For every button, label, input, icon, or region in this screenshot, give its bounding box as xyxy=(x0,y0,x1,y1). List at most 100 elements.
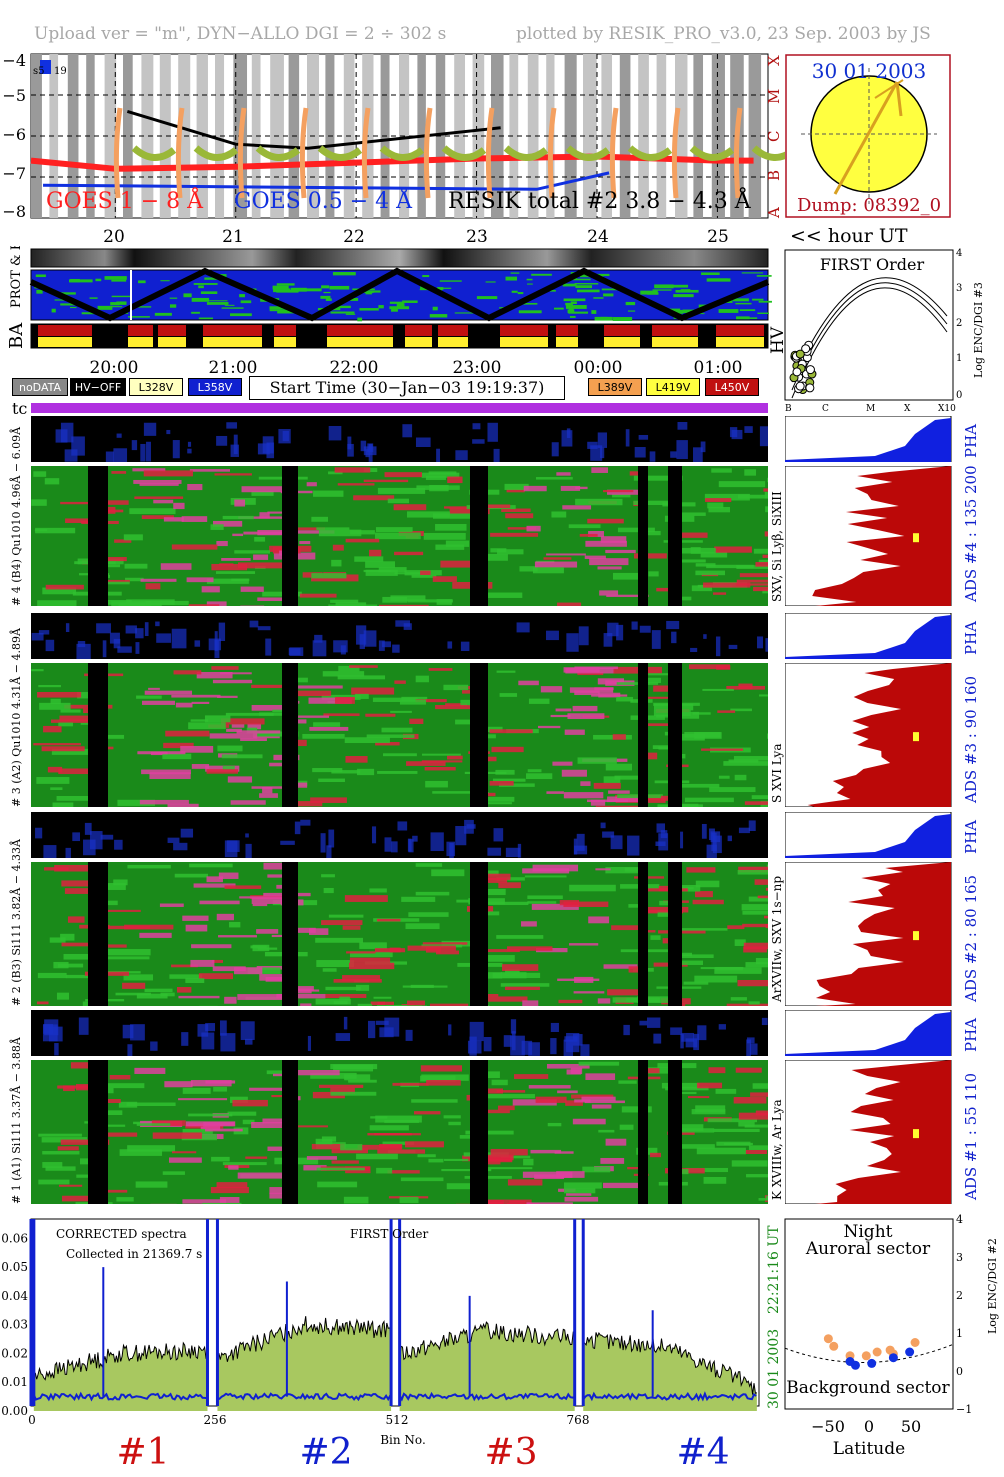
heatmap-streak xyxy=(182,1199,227,1204)
heatmap-streak xyxy=(556,1171,585,1178)
pha-speck xyxy=(472,423,481,430)
heatmap-streak xyxy=(505,513,534,519)
heatmap-streak xyxy=(134,1067,166,1074)
orbit-fill xyxy=(574,283,599,285)
x-tick: 0 xyxy=(864,1417,874,1436)
heatmap-streak xyxy=(597,566,622,570)
heatmap-streak xyxy=(423,532,466,540)
orbit-fill xyxy=(718,309,739,313)
orbit-fill xyxy=(378,305,384,309)
heatmap-streak xyxy=(58,1184,83,1187)
pha-speck xyxy=(65,847,71,858)
pha-speck xyxy=(666,620,680,630)
heatmap-streak xyxy=(432,576,457,582)
heatmap-streak xyxy=(206,601,227,606)
heatmap-streak xyxy=(254,536,266,542)
pha-speck xyxy=(631,621,638,630)
heatmap-streak xyxy=(136,1123,171,1126)
spectrum-collected: Collected in 21369.7 s xyxy=(66,1247,202,1261)
heatmap-streak xyxy=(688,664,730,670)
heatmap-streak xyxy=(490,1148,528,1156)
heatmap-streak xyxy=(733,1097,767,1104)
heatmap-streak xyxy=(376,1167,393,1174)
heatmap-streak xyxy=(428,471,457,475)
heatmap-streak xyxy=(603,776,621,784)
heatmap-streak xyxy=(281,1125,328,1128)
hv-segment xyxy=(609,107,619,199)
heatmap-streak xyxy=(191,944,232,949)
heatmap-streak xyxy=(612,572,648,580)
pha-speck xyxy=(187,448,192,454)
heatmap-streak xyxy=(212,966,246,972)
orbit-fill xyxy=(332,272,356,276)
pha-speck xyxy=(685,1038,698,1048)
pha-speck xyxy=(564,1036,578,1042)
orbit-fill xyxy=(55,292,76,295)
ads-histogram xyxy=(785,466,952,606)
y-tick: 0.01 xyxy=(1,1375,28,1389)
heatmap-streak xyxy=(299,593,337,598)
heatmap-streak xyxy=(144,988,173,993)
y-tick: 1 xyxy=(956,1327,963,1340)
heatmap-streak xyxy=(502,964,539,971)
pha-histogram xyxy=(785,1010,952,1056)
pha-speck xyxy=(402,424,413,438)
heatmap-streak xyxy=(196,671,233,679)
heatmap-streak xyxy=(256,929,279,934)
heatmap-streak xyxy=(566,1193,592,1196)
x-tick: 512 xyxy=(386,1413,409,1427)
heatmap-streak xyxy=(577,757,617,764)
heatmap-streak xyxy=(365,569,398,576)
orbit-fill xyxy=(51,308,56,313)
heatmap-streak xyxy=(139,483,179,486)
heatmap-streak xyxy=(216,913,234,921)
heatmap-streak xyxy=(107,581,130,585)
orbit-fill xyxy=(654,284,674,289)
heatmap-streak xyxy=(234,550,271,554)
heatmap-streak xyxy=(628,904,640,908)
resik-segment xyxy=(379,145,425,161)
heatmap-streak xyxy=(758,1198,768,1201)
heatmap-streak xyxy=(665,1086,709,1091)
pha-speck xyxy=(627,835,640,856)
heatmap-streak xyxy=(497,549,524,555)
heatmap-streak xyxy=(668,954,714,958)
pha-speck xyxy=(180,828,194,838)
heatmap-streak xyxy=(294,677,308,683)
heatmap-streak xyxy=(569,687,614,693)
orbit-fill xyxy=(68,279,93,283)
heatmap-streak xyxy=(330,1087,355,1095)
heatmap-streak xyxy=(432,513,478,519)
y-tick: −4 xyxy=(2,51,26,70)
heatmap-streak xyxy=(492,972,541,979)
heatmap-streak xyxy=(56,992,69,1000)
pha-histogram xyxy=(785,812,952,858)
heatmap-streak xyxy=(171,694,221,698)
heatmap-streak xyxy=(317,1181,358,1188)
heatmap-streak xyxy=(605,763,632,771)
heatmap-streak xyxy=(269,1187,291,1194)
heatmap-streak xyxy=(708,1067,726,1074)
heatmap-streak xyxy=(486,873,511,880)
heatmap-streak xyxy=(227,1111,257,1116)
heatmap-streak xyxy=(573,991,605,994)
heatmap-streak xyxy=(633,553,667,559)
pha-speck xyxy=(697,1025,707,1041)
heatmap-streak xyxy=(716,1141,751,1146)
ba-hv-segment xyxy=(38,325,92,336)
y-tick: 2 xyxy=(956,318,962,329)
heatmap-streak xyxy=(445,540,470,547)
heatmap-streak xyxy=(216,540,228,547)
pha-speck xyxy=(105,451,114,462)
orbit-fill xyxy=(673,294,694,298)
heatmap-streak xyxy=(580,781,591,786)
background-line xyxy=(32,1391,207,1402)
heatmap-streak xyxy=(584,1100,625,1104)
heatmap-streak xyxy=(483,955,515,962)
heatmap-streak xyxy=(492,778,526,782)
orbit-fill xyxy=(735,302,752,305)
night-band xyxy=(509,54,519,218)
heatmap-streak xyxy=(191,701,210,704)
heatmap-streak xyxy=(381,727,413,733)
heatmap-streak xyxy=(496,670,516,673)
